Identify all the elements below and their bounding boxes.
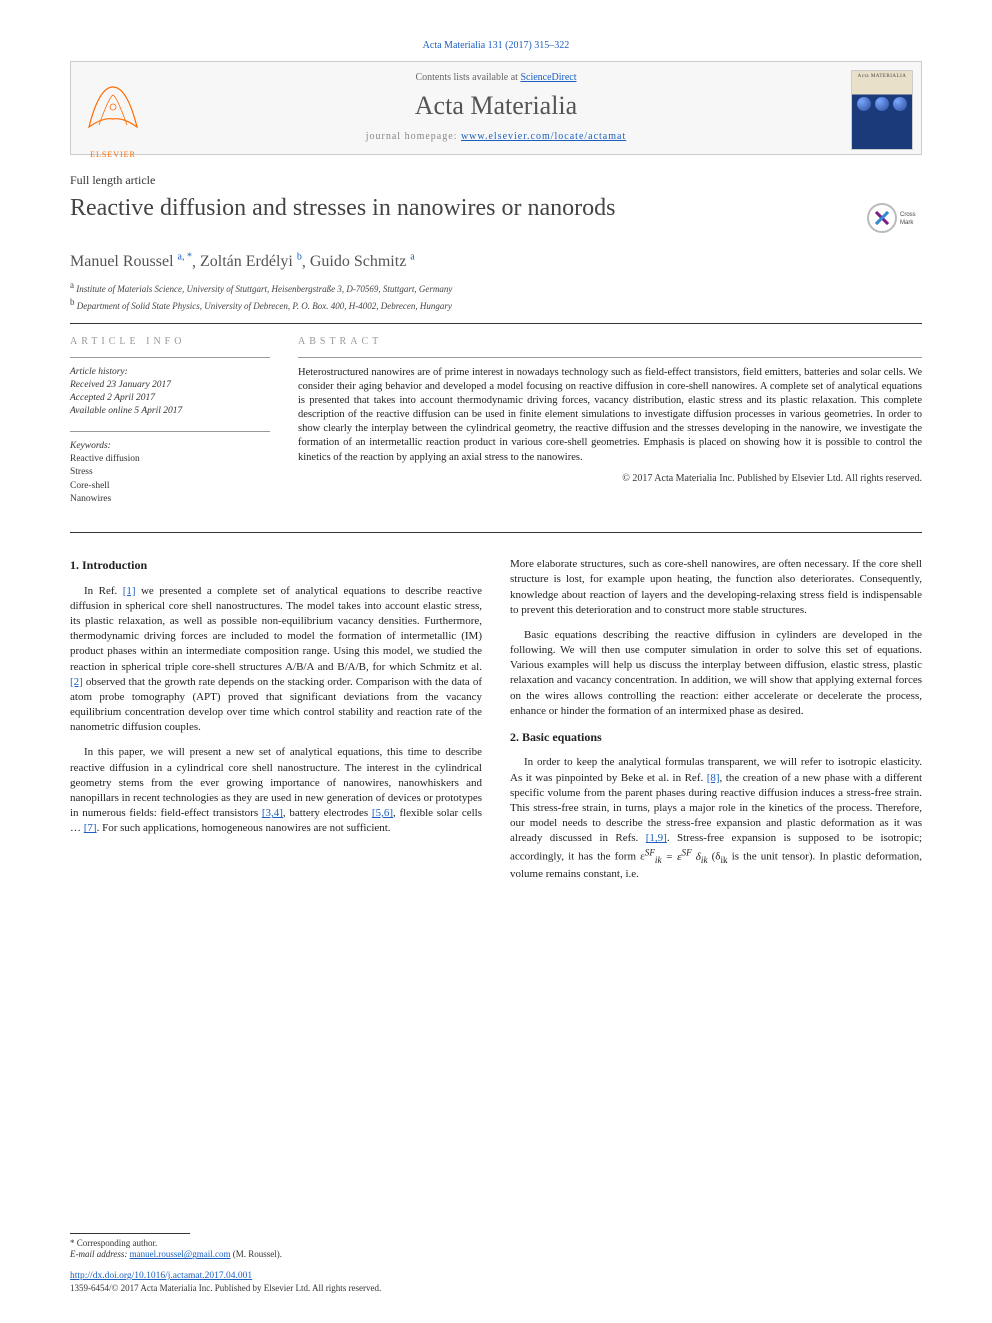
rule-bottom bbox=[70, 532, 922, 533]
author-3: Guido Schmitz a bbox=[310, 253, 415, 270]
abstract-copyright: © 2017 Acta Materialia Inc. Published by… bbox=[298, 473, 922, 484]
right-para-3: In order to keep the analytical formulas… bbox=[510, 755, 922, 882]
history-online: Available online 5 April 2017 bbox=[70, 405, 270, 418]
article-info-heading: ARTICLE INFO bbox=[70, 336, 270, 347]
corresponding-author-note: * Corresponding author. bbox=[70, 1238, 922, 1250]
article-title: Reactive diffusion and stresses in nanow… bbox=[70, 194, 846, 223]
info-rule-1 bbox=[70, 357, 270, 358]
sciencedirect-link[interactable]: ScienceDirect bbox=[520, 72, 576, 83]
homepage-prefix: journal homepage: bbox=[366, 131, 461, 142]
abstract-heading: ABSTRACT bbox=[298, 336, 922, 347]
elsevier-logo: ELSEVIER bbox=[79, 70, 147, 144]
keyword-3: Core-shell bbox=[70, 480, 270, 493]
keyword-4: Nanowires bbox=[70, 493, 270, 506]
journal-homepage-line: journal homepage: www.elsevier.com/locat… bbox=[71, 131, 921, 142]
body-column-right: More elaborate structures, such as core-… bbox=[510, 557, 922, 892]
corresponding-email-link[interactable]: manuel.roussel@gmail.com bbox=[130, 1249, 231, 1259]
footnote-rule bbox=[70, 1233, 190, 1234]
abstract-rule bbox=[298, 357, 922, 358]
contents-lists-line: Contents lists available at ScienceDirec… bbox=[71, 72, 921, 83]
ref-link-1-9[interactable]: [1,9] bbox=[646, 832, 667, 844]
equation-inline: SFik = εSF δik bbox=[645, 851, 708, 863]
ref-link-1[interactable]: [1] bbox=[123, 585, 136, 597]
svg-text:Cross: Cross bbox=[900, 212, 916, 218]
ref-link-5-6[interactable]: [5,6] bbox=[372, 807, 393, 819]
keyword-1: Reactive diffusion bbox=[70, 453, 270, 466]
ref-link-2[interactable]: [2] bbox=[70, 676, 83, 688]
ref-link-7[interactable]: [7] bbox=[84, 822, 97, 834]
history-label: Article history: bbox=[70, 366, 270, 379]
history-received: Received 23 January 2017 bbox=[70, 379, 270, 392]
abstract-column: ABSTRACT Heterostructured nanowires are … bbox=[298, 336, 922, 519]
rule-top bbox=[70, 323, 922, 324]
cover-title: Acta MATERIALIA bbox=[852, 71, 912, 79]
elsevier-wordmark: ELSEVIER bbox=[79, 150, 147, 159]
keywords-block: Keywords: Reactive diffusion Stress Core… bbox=[70, 440, 270, 506]
article-info-column: ARTICLE INFO Article history: Received 2… bbox=[70, 336, 270, 519]
section-2-heading: 2. Basic equations bbox=[510, 729, 922, 746]
authors-line: Manuel Roussel a, *, Zoltán Erdélyi b, G… bbox=[70, 252, 922, 271]
svg-text:Mark: Mark bbox=[900, 220, 914, 226]
intro-para-1: In Ref. [1] we presented a complete set … bbox=[70, 584, 482, 736]
keyword-2: Stress bbox=[70, 466, 270, 479]
affiliations: a Institute of Materials Science, Univer… bbox=[70, 279, 922, 312]
affiliation-a: a Institute of Materials Science, Univer… bbox=[70, 279, 922, 296]
ref-link-8[interactable]: [8] bbox=[707, 772, 720, 784]
article-history: Article history: Received 23 January 201… bbox=[70, 366, 270, 419]
right-para-2: Basic equations describing the reactive … bbox=[510, 628, 922, 719]
body-two-column: 1. Introduction In Ref. [1] we presented… bbox=[70, 557, 922, 892]
email-label: E-mail address: bbox=[70, 1249, 130, 1259]
email-author: (M. Roussel). bbox=[230, 1249, 282, 1259]
info-rule-2 bbox=[70, 431, 270, 432]
crossmark-badge[interactable]: Cross Mark bbox=[866, 198, 922, 238]
citation-header: Acta Materialia 131 (2017) 315–322 bbox=[70, 40, 922, 51]
doi-link[interactable]: http://dx.doi.org/10.1016/j.actamat.2017… bbox=[70, 1271, 252, 1281]
contents-prefix: Contents lists available at bbox=[415, 72, 520, 83]
author-1: Manuel Roussel a, * bbox=[70, 253, 192, 270]
issn-copyright-line: 1359-6454/© 2017 Acta Materialia Inc. Pu… bbox=[70, 1283, 922, 1293]
journal-homepage-link[interactable]: www.elsevier.com/locate/actamat bbox=[461, 131, 626, 142]
section-1-heading: 1. Introduction bbox=[70, 557, 482, 574]
affiliation-b: b Department of Solid State Physics, Uni… bbox=[70, 296, 922, 313]
intro-para-2: In this paper, we will present a new set… bbox=[70, 745, 482, 836]
email-line: E-mail address: manuel.roussel@gmail.com… bbox=[70, 1249, 922, 1261]
body-column-left: 1. Introduction In Ref. [1] we presented… bbox=[70, 557, 482, 892]
doi-line: http://dx.doi.org/10.1016/j.actamat.2017… bbox=[70, 1271, 922, 1281]
abstract-text: Heterostructured nanowires are of prime … bbox=[298, 366, 922, 465]
author-2: Zoltán Erdélyi b bbox=[200, 253, 302, 270]
journal-cover-thumbnail: Acta MATERIALIA bbox=[851, 70, 913, 150]
keywords-label: Keywords: bbox=[70, 440, 270, 453]
history-accepted: Accepted 2 April 2017 bbox=[70, 392, 270, 405]
article-type: Full length article bbox=[70, 173, 922, 188]
ref-link-3-4[interactable]: [3,4] bbox=[262, 807, 283, 819]
journal-name: Acta Materialia bbox=[71, 91, 921, 121]
right-para-1: More elaborate structures, such as core-… bbox=[510, 557, 922, 618]
page-footer: * Corresponding author. E-mail address: … bbox=[70, 1233, 922, 1293]
journal-header-box: ELSEVIER Acta MATERIALIA Contents lists … bbox=[70, 61, 922, 155]
